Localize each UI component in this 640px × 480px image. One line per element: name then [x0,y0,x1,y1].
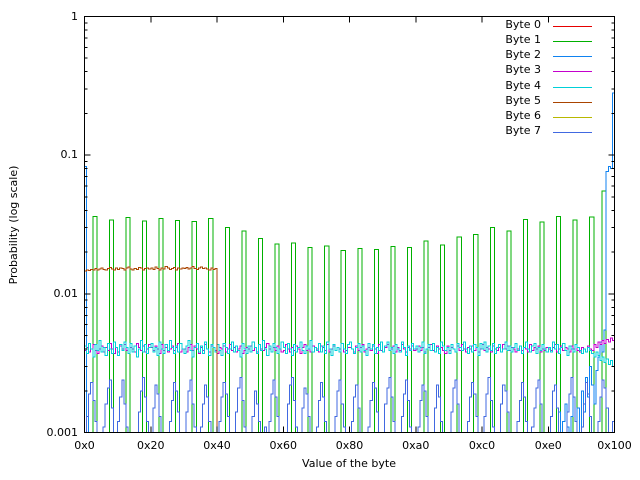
y-tick-label: 0.01 [53,286,79,300]
legend-line-sample [553,26,592,27]
x-tick-label: 0x0 [74,439,95,452]
x-tick-label: 0x100 [597,439,632,452]
x-tick-label: 0x60 [269,439,297,452]
x-tick-label: 0xe0 [534,439,562,452]
series-byte-7 [86,376,615,433]
legend-label: Byte 2 [505,48,541,62]
y-tick-label: 0.1 [60,148,79,162]
legend-line-sample [553,116,592,118]
legend-line-sample [553,86,592,88]
x-axis-title: Value of the byte [302,457,396,470]
legend-label: Byte 0 [505,18,541,31]
legend-label: Byte 5 [505,93,541,107]
series-byte-2 [84,92,615,433]
legend-label: Byte 7 [505,124,541,138]
x-tick-label: 0xc0 [468,439,496,452]
x-tick-label: 0x20 [136,439,165,452]
legend-line-sample [553,56,592,58]
legend-label: Byte 6 [505,108,541,122]
plot-border [84,16,615,433]
series-byte-3 [84,337,615,355]
series-byte-1 [92,190,607,433]
legend-label: Byte 1 [505,33,541,47]
legend-label: Byte 3 [505,63,541,77]
legend-line-sample [553,41,592,43]
legend-line-sample [553,101,592,103]
series-byte-4 [84,340,615,367]
x-tick-label: 0xa0 [402,439,430,452]
series-byte-5 [84,266,218,433]
y-tick-label: 0.001 [46,425,79,439]
x-tick-label: 0x40 [203,439,231,452]
legend-line-sample [553,71,592,73]
y-tick-label: 1 [71,9,78,23]
x-tick-label: 0x80 [335,439,364,452]
legend-line-sample [553,132,592,134]
legend-label: Byte 4 [505,78,541,92]
